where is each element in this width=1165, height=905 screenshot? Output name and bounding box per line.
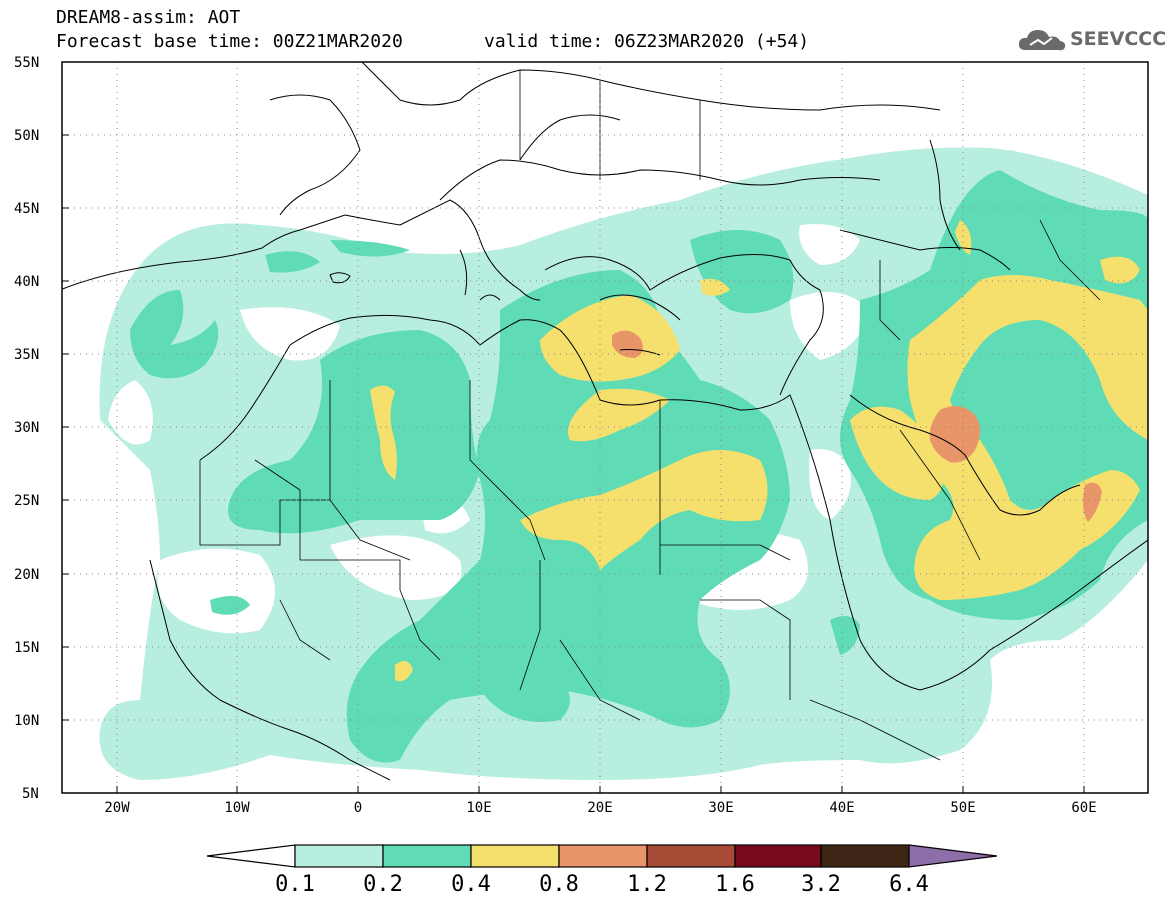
colorbar-swatch [470,844,560,868]
colorbar [206,844,998,868]
aot-field [62,62,1148,781]
colorbar-label: 0.4 [451,872,491,897]
lon-label: 50E [950,800,975,816]
seevccc-logo: SEEVCCC [1018,26,1165,54]
lon-label: 10E [466,800,491,816]
lon-label: 20W [104,800,130,816]
lat-label: 45N [14,201,39,217]
colorbar-under-arrow [206,844,296,868]
colorbar-label: 1.2 [627,872,667,897]
lon-label: 40E [829,800,854,816]
colorbar-swatch [558,844,648,868]
colorbar-swatch [820,844,910,868]
logo-text: SEEVCCC [1070,28,1165,50]
colorbar-swatch [382,844,472,868]
colorbar-label: 3.2 [801,872,841,897]
borders [199,70,1101,761]
colorbar-label: 0.1 [275,872,315,897]
forecast-base-time: Forecast base time: 00Z21MAR2020 [56,31,403,52]
colorbar-label: 0.8 [539,872,579,897]
lon-label: 20E [587,800,612,816]
colorbar-label: 6.4 [889,872,929,897]
title-line-1: DREAM8-assim: AOT [56,7,241,28]
cloud-icon [1018,30,1066,51]
colorbar-label: 1.6 [715,872,755,897]
gridlines [62,62,1148,793]
aot-band-very-high [612,330,1102,522]
lon-label: 0 [354,800,362,816]
lat-label: 25N [14,493,39,509]
colorbar-over-arrow [908,844,998,868]
coastlines [62,62,1148,781]
lon-label: 60E [1071,800,1096,816]
lat-label: 55N [14,55,39,71]
lat-label: 40N [14,274,39,290]
colorbar-label: 0.2 [363,872,403,897]
lat-label: 35N [14,347,39,363]
lat-label: 15N [14,640,39,656]
lat-label: 30N [14,420,39,436]
colorbar-swatch [734,844,822,868]
lat-label: 50N [14,128,39,144]
colorbar-swatch [294,844,384,868]
valid-time: valid time: 06Z23MAR2020 (+54) [484,31,810,52]
lon-label: 30E [708,800,733,816]
axis-ticks [62,61,1085,794]
lon-label: 10W [224,800,250,816]
colorbar-swatch [646,844,736,868]
lat-label: 10N [14,713,39,729]
lat-label: 5N [22,786,39,802]
lat-label: 20N [14,567,39,583]
